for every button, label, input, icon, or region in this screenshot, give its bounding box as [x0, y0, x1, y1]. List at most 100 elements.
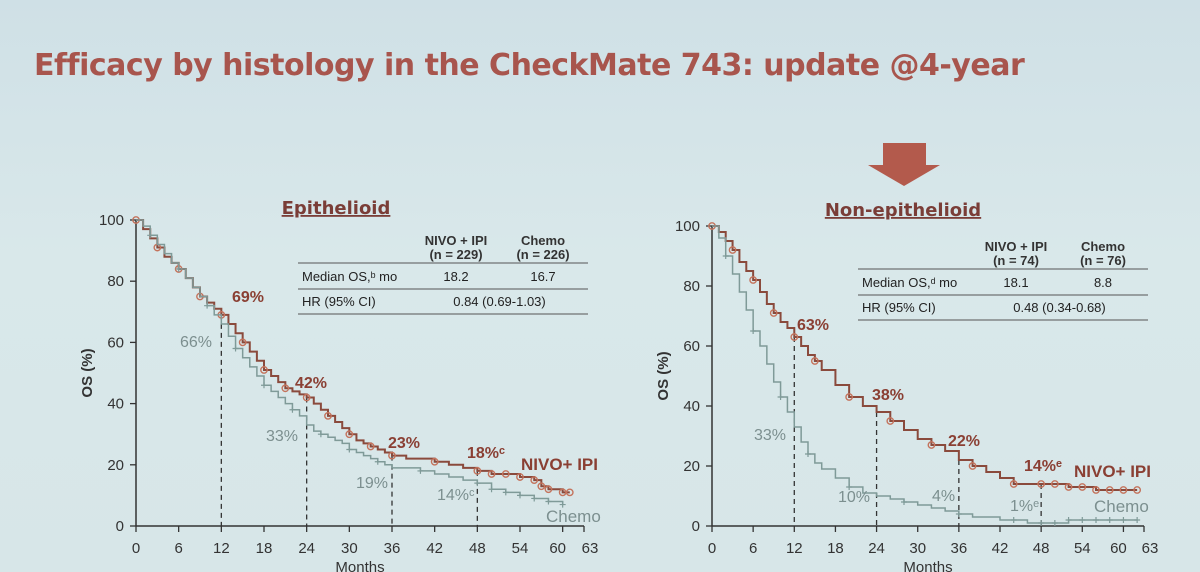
- nivo-ipi-point: [388, 451, 396, 460]
- table-row1-nivo: 18.2: [443, 269, 468, 284]
- table-col2-n: (n = 76): [1080, 253, 1126, 268]
- nivo-ipi-point: [790, 333, 799, 341]
- annotation-nivo-12: 63%: [797, 317, 829, 334]
- panel-title: Non-epithelioid: [825, 200, 981, 221]
- chemo-point: [517, 492, 523, 499]
- table-col2-header: Chemo: [521, 233, 565, 248]
- nivo-ipi-point: [845, 393, 854, 401]
- y-tick-label: 20: [683, 458, 700, 475]
- chemo-point: [545, 498, 552, 505]
- x-tick-label: 36: [384, 540, 401, 557]
- y-tick-label: 20: [107, 457, 124, 474]
- chemo-point: [559, 501, 566, 508]
- nivo-ipi-point: [501, 470, 510, 478]
- nivo-ipi-point: [769, 309, 778, 317]
- chemo-curve: [136, 219, 564, 505]
- annotation-nivo-36: 23%: [388, 435, 420, 452]
- x-tick-label: 48: [1033, 540, 1050, 557]
- nivo-ipi-point: [324, 411, 332, 420]
- chemo-point: [346, 446, 353, 453]
- table-row1-label: Median OS,ᵈ mo: [862, 275, 957, 290]
- annotation-nivo-36: 22%: [948, 433, 980, 450]
- chemo-point: [289, 406, 296, 413]
- annotation-chemo-48: 1%ᵉ: [1010, 498, 1039, 515]
- chemo-curve: [712, 225, 1138, 524]
- x-tick-label: 24: [298, 540, 315, 557]
- table-col2-n: (n = 226): [516, 247, 569, 262]
- chemo-point: [1051, 520, 1058, 526]
- annotation-chemo-36: 4%: [932, 488, 955, 505]
- x-axis-label: Months: [903, 559, 952, 572]
- non-epithelioid-chart: Non-epithelioid 0 20 40 60 80 100 0 6 12 18 24 30 36 4…: [655, 200, 1158, 572]
- nivo-ipi-curve: [712, 225, 1138, 491]
- nivo-ipi-point: [281, 384, 290, 393]
- nivo-ipi-point: [238, 338, 247, 347]
- chemo-point: [317, 431, 324, 438]
- chemo-point: [1010, 517, 1017, 523]
- annotation-nivo-48: 18%ᶜ: [467, 445, 505, 462]
- annotation-chemo-label: Chemo: [546, 507, 601, 526]
- nivo-ipi-point: [1037, 480, 1046, 488]
- y-tick-label: 100: [99, 212, 124, 229]
- x-tick-label: 24: [868, 540, 885, 557]
- chemo-point: [777, 394, 784, 400]
- nivo-ipi-point: [749, 276, 758, 284]
- x-axis-label: Months: [335, 559, 384, 572]
- nivo-ipi-point: [473, 467, 482, 475]
- chemo-point: [1038, 520, 1045, 526]
- annotation-chemo-12: 33%: [754, 427, 786, 444]
- x-tick-label: 48: [469, 540, 486, 557]
- chemo-point: [722, 253, 729, 259]
- nivo-ipi-point: [810, 357, 819, 365]
- annotation-nivo-24: 42%: [295, 375, 327, 392]
- table-col1-header: NIVO + IPI: [425, 233, 488, 248]
- x-tick-label: 12: [213, 540, 230, 557]
- x-tick-label: 54: [512, 540, 529, 557]
- annotation-nivo-label: NIVO+ IPI: [1074, 462, 1151, 481]
- nivo-ipi-point: [565, 488, 574, 497]
- chemo-point: [1079, 517, 1086, 523]
- nivo-ipi-point: [544, 485, 553, 494]
- nivo-ipi-point: [1133, 486, 1142, 494]
- y-tick-label: 60: [107, 334, 124, 351]
- y-tick-label: 0: [692, 518, 700, 535]
- x-tick-label: 60: [1110, 540, 1127, 557]
- x-tick-label: 42: [426, 540, 443, 557]
- chemo-point: [417, 467, 424, 474]
- table-row1-nivo: 18.1: [1003, 275, 1028, 290]
- chemo-point: [846, 484, 853, 490]
- chemo-point: [502, 489, 509, 496]
- chemo-point: [1120, 517, 1127, 523]
- epithelioid-chart: Epithelioid 0 20 40 60 80 100 0 6 12 18 24 30 36 42 48 5…: [79, 198, 601, 572]
- nivo-ipi-point: [366, 442, 375, 451]
- x-tick-label: 60: [549, 540, 566, 557]
- annotation-nivo-12: 69%: [232, 289, 264, 306]
- x-tick-label: 18: [256, 540, 273, 557]
- chemo-point: [147, 232, 154, 239]
- chemo-point: [750, 328, 757, 334]
- nivo-ipi-point: [516, 473, 524, 481]
- annotation-chemo-12: 66%: [180, 334, 212, 351]
- x-tick-label: 63: [582, 540, 599, 557]
- annotation-chemo-36: 19%: [356, 475, 388, 492]
- x-tick-label: 0: [708, 540, 716, 557]
- nivo-ipi-point: [1064, 483, 1073, 491]
- chemo-point: [1065, 517, 1072, 523]
- chemo-point: [175, 265, 182, 272]
- y-tick-label: 80: [683, 278, 700, 295]
- nivo-ipi-point: [345, 430, 354, 439]
- nivo-ipi-point: [530, 476, 539, 484]
- table-row2-value: 0.48 (0.34-0.68): [1013, 300, 1106, 315]
- x-tick-label: 30: [341, 540, 358, 557]
- chemo-point: [955, 511, 962, 517]
- nivo-ipi-point: [886, 417, 895, 425]
- nivo-ipi-point: [537, 482, 546, 491]
- table-col2-header: Chemo: [1081, 239, 1125, 254]
- nivo-ipi-point: [1009, 480, 1018, 488]
- nivo-ipi-point: [1050, 480, 1059, 488]
- x-tick-label: 54: [1074, 540, 1091, 557]
- annotation-chemo-48: 14%ᶜ: [437, 487, 475, 504]
- chemo-point: [488, 486, 495, 493]
- x-tick-label: 6: [174, 540, 182, 557]
- table-row2-label: HR (95% CI): [302, 294, 376, 309]
